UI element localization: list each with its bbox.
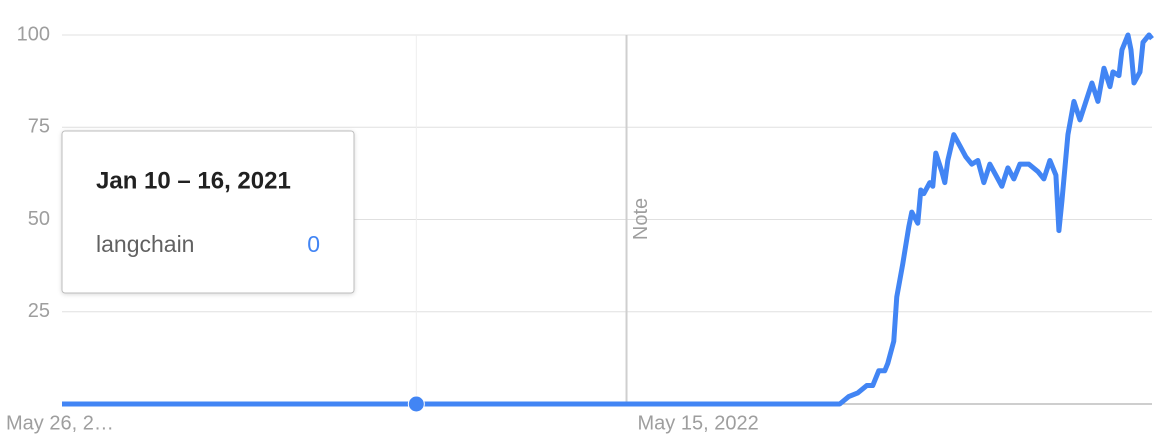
x-tick-label: May 15, 2022 xyxy=(638,412,759,434)
x-tick-label: May 26, 2… xyxy=(6,412,114,434)
hover-point xyxy=(407,395,425,413)
y-tick-label: 50 xyxy=(28,208,50,230)
y-tick-label: 25 xyxy=(28,300,50,322)
y-tick-label: 100 xyxy=(17,23,50,45)
y-tick-label: 75 xyxy=(28,116,50,138)
series-line xyxy=(62,32,1154,407)
tooltip-box xyxy=(61,130,355,294)
tooltip-title: Jan 10 – 16, 2021 xyxy=(96,167,291,194)
tooltip-series: langchain xyxy=(96,231,194,257)
tooltip-value: 0 xyxy=(307,231,320,257)
plot xyxy=(62,32,1154,413)
tooltip: Jan 10 – 16, 2021 langchain 0 xyxy=(61,130,355,294)
note-label: Note xyxy=(630,198,652,240)
